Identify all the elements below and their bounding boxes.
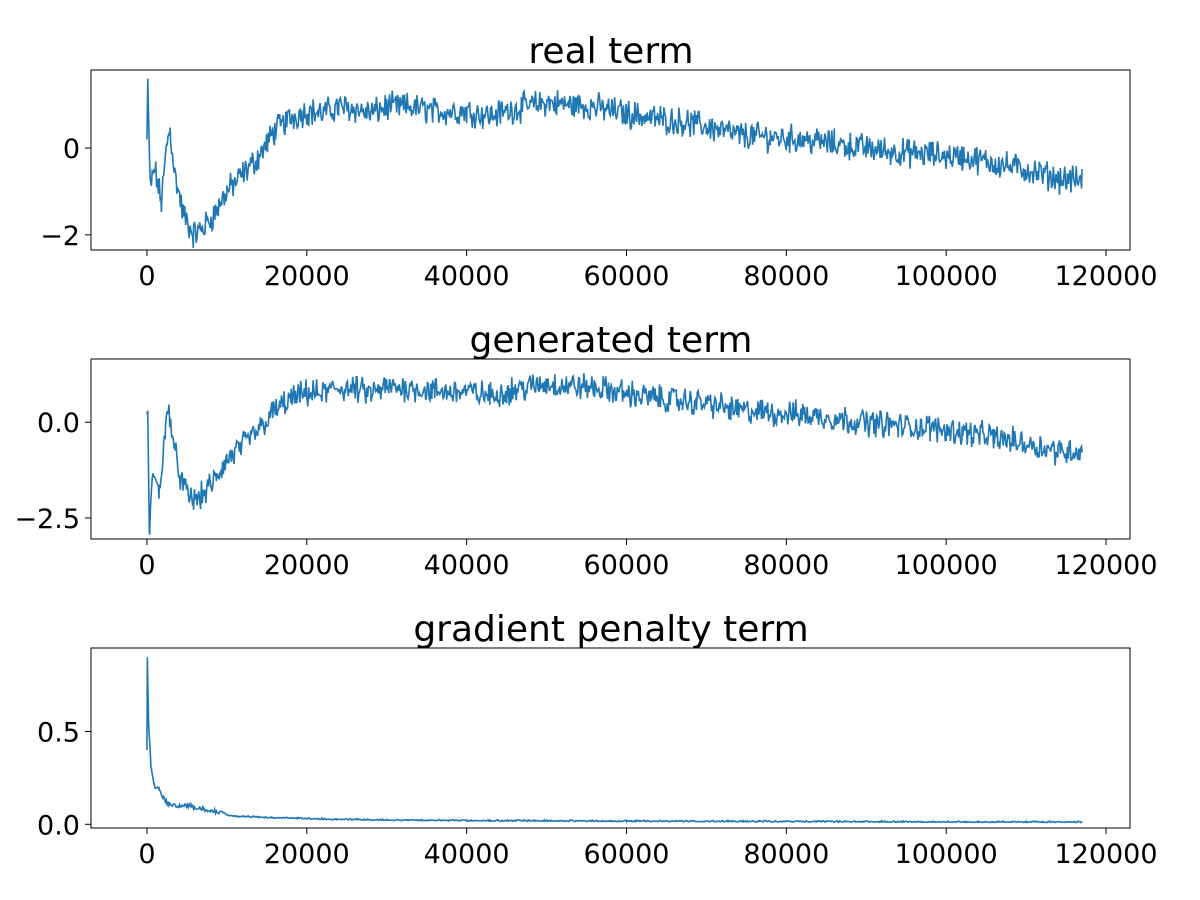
- x-tick-label: 0: [138, 261, 155, 292]
- x-tick-label: 120000: [1054, 261, 1157, 292]
- chart-title: generated term: [470, 320, 753, 361]
- subplot-gradient-penalty-term: gradient penalty term 0 20000 40000 60000 80…: [37, 609, 1158, 870]
- x-tick-label: 60000: [584, 261, 670, 292]
- plot-frame: [90, 69, 1131, 251]
- x-tick-label: 40000: [424, 261, 510, 292]
- y-tick-label: 0: [63, 134, 80, 165]
- x-tick-label: 120000: [1054, 839, 1157, 870]
- chart-title: real term: [528, 31, 693, 72]
- series-line: [146, 373, 1083, 535]
- x-tick-label: 40000: [424, 839, 510, 870]
- x-tick-label: 60000: [584, 839, 670, 870]
- y-tick-label: −2: [40, 221, 80, 252]
- x-tick-label: 40000: [424, 550, 510, 581]
- y-tick-label: 0.5: [37, 718, 80, 749]
- series-line: [146, 657, 1083, 824]
- x-tick-label: 100000: [895, 550, 998, 581]
- x-tick-label: 20000: [264, 261, 350, 292]
- x-tick-label: 20000: [264, 550, 350, 581]
- subplot-real-term: real term 0 20000 40000 60000 80000 100000 120…: [40, 31, 1157, 292]
- y-tick-label: 0.0: [37, 810, 80, 841]
- x-tick-label: 60000: [584, 550, 670, 581]
- subplot-generated-term: generated term 0 20000 40000 60000 80000 1000…: [14, 320, 1157, 581]
- x-tick-label: 80000: [743, 839, 829, 870]
- chart-title: gradient penalty term: [413, 609, 808, 650]
- y-tick-label: 0.0: [37, 408, 80, 439]
- x-tick-label: 0: [138, 839, 155, 870]
- x-tick-label: 80000: [743, 550, 829, 581]
- series-line: [146, 78, 1083, 248]
- x-tick-label: 80000: [743, 261, 829, 292]
- plot-frame: [90, 358, 1131, 540]
- x-tick-label: 120000: [1054, 550, 1157, 581]
- y-tick-label: −2.5: [14, 504, 80, 535]
- plot-frame: [90, 647, 1131, 829]
- x-tick-label: 0: [138, 550, 155, 581]
- x-tick-label: 20000: [264, 839, 350, 870]
- x-tick-label: 100000: [895, 261, 998, 292]
- x-tick-label: 100000: [895, 839, 998, 870]
